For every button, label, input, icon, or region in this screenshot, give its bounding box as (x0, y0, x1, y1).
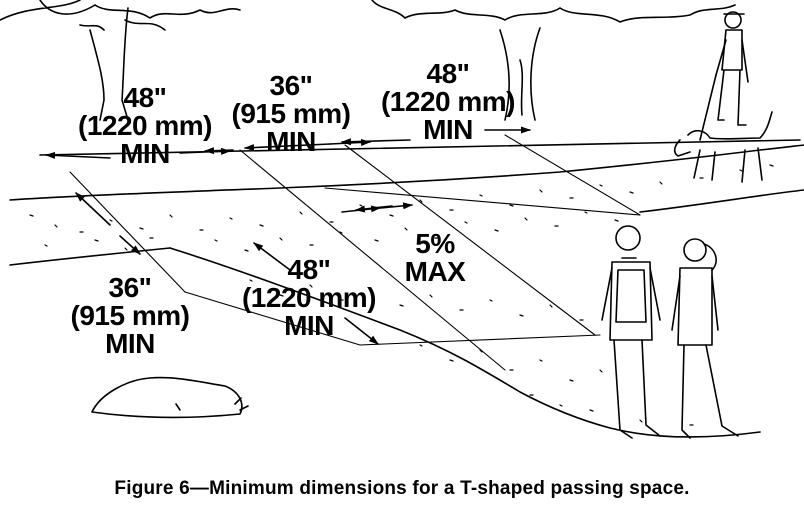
dimension-label-top-right: 48" (1220 mm) MIN (378, 60, 518, 144)
dimension-label-top-middle: 36" (915 mm) MIN (226, 72, 356, 156)
dimension-metric: (1220 mm) (78, 110, 213, 141)
dimension-metric: (1220 mm) (380, 86, 516, 117)
dimension-inches: 36" (269, 70, 313, 101)
dimension-qualifier: MIN (423, 114, 473, 145)
dimension-qualifier: MIN (120, 138, 170, 169)
slope-value: 5% (415, 228, 455, 259)
dimension-arrows (45, 126, 531, 345)
dimension-label-top-left: 48" (1220 mm) MIN (78, 82, 213, 169)
tree-right (371, 0, 736, 121)
dimension-metric: (915 mm) (70, 300, 190, 331)
hikers (601, 225, 739, 439)
dimension-qualifier: MIN (284, 310, 334, 341)
slope-qualifier: MAX (404, 256, 466, 287)
trail-illustration (0, 0, 804, 439)
dimension-label-bottom-middle: 48" (1220 mm) MIN (238, 256, 380, 340)
tree-left (0, 0, 241, 121)
dimension-qualifier: MIN (266, 126, 316, 157)
dimension-inches: 48" (123, 82, 167, 113)
dimension-inches: 48" (287, 254, 331, 285)
trail-edges (9, 139, 804, 438)
dimension-metric: (915 mm) (231, 98, 351, 129)
dimension-inches: 36" (108, 272, 152, 303)
dimension-inches: 48" (426, 58, 470, 89)
passing-space-outline (69, 134, 641, 371)
slope-label: 5% MAX (392, 230, 478, 286)
dimension-label-bottom-left: 36" (915 mm) MIN (64, 274, 196, 358)
dimension-metric: (1220 mm) (241, 282, 377, 313)
figure-caption: Figure 6—Minimum dimensions for a T-shap… (114, 478, 690, 499)
gravel-texture (29, 164, 774, 426)
dimension-qualifier: MIN (105, 328, 155, 359)
walker-with-guide-dog (673, 11, 773, 183)
rock (91, 376, 249, 419)
